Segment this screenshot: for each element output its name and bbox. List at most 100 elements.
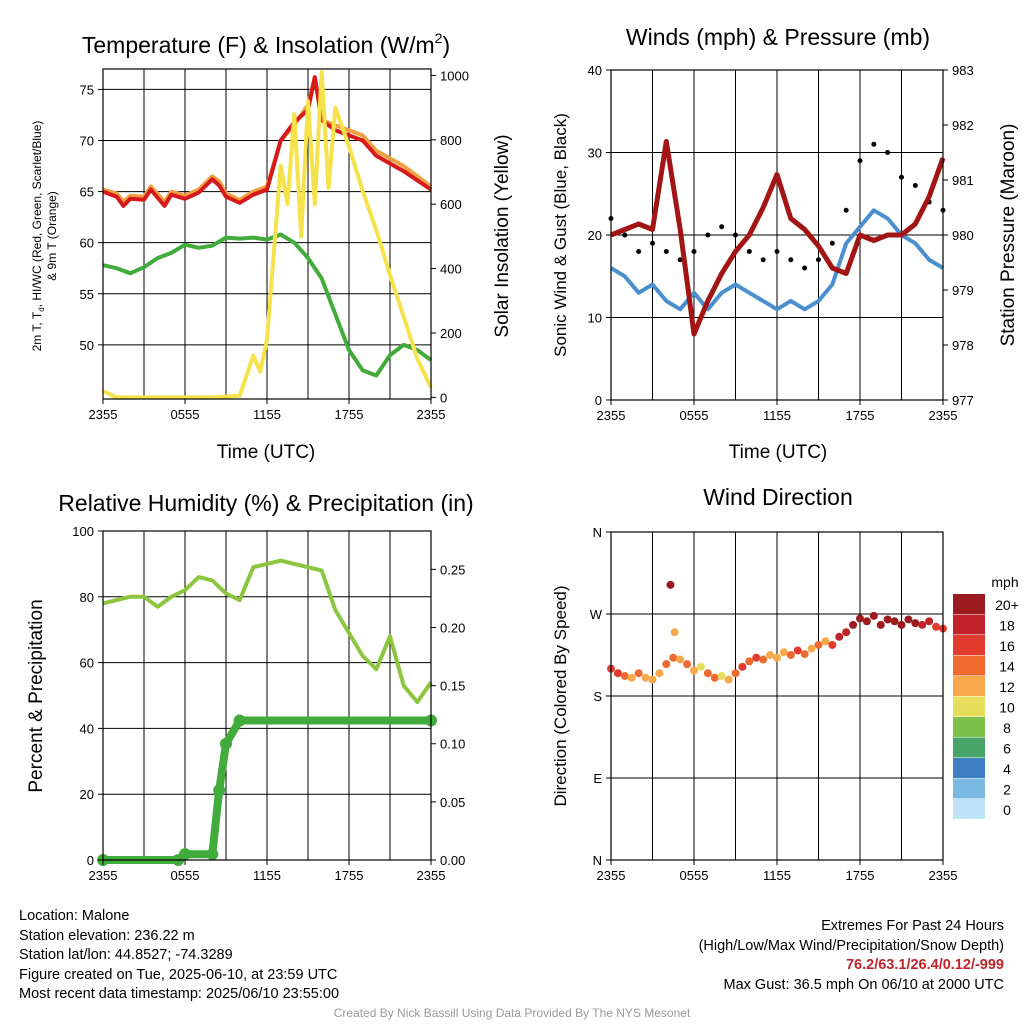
y-tick-label: N bbox=[593, 853, 602, 868]
y-tick-label: 20 bbox=[80, 787, 94, 802]
series-point bbox=[802, 265, 808, 271]
temperature-ylabel-line2: & 9m T (Orange) bbox=[45, 191, 59, 281]
direction-point bbox=[683, 660, 692, 669]
panel-1: 2355 0555 1155 1755 2355 50 55 60 65 70 75 0 200 400 6… bbox=[80, 68, 469, 422]
direction-point bbox=[814, 640, 823, 649]
series-point bbox=[677, 257, 683, 263]
direction-point bbox=[627, 673, 636, 682]
x-tick-label: 1755 bbox=[335, 407, 364, 422]
x-tick-label: 2355 bbox=[89, 868, 118, 883]
direction-point bbox=[669, 653, 678, 662]
direction-point bbox=[828, 640, 837, 649]
direction-point bbox=[890, 617, 899, 626]
y-tick-label: 50 bbox=[80, 338, 94, 353]
series-point bbox=[788, 257, 794, 263]
series-point bbox=[691, 249, 697, 254]
legend-swatch bbox=[953, 758, 985, 778]
y2-tick-label: 978 bbox=[952, 338, 974, 353]
y2-tick-label: 200 bbox=[440, 326, 462, 341]
direction-point bbox=[752, 653, 761, 662]
direction-point bbox=[641, 673, 650, 682]
direction-point bbox=[670, 628, 679, 637]
series-point bbox=[650, 240, 655, 246]
y2-tick-label: 0.00 bbox=[440, 853, 465, 868]
direction-point bbox=[676, 655, 685, 664]
y2-tick-label: 400 bbox=[440, 262, 462, 277]
direction-point bbox=[703, 669, 712, 678]
direction-point bbox=[738, 662, 747, 671]
direction-point bbox=[731, 669, 740, 678]
direction-point bbox=[849, 620, 858, 629]
direction-point bbox=[717, 671, 726, 680]
direction-point bbox=[842, 628, 851, 637]
direction-point bbox=[773, 653, 781, 662]
series-point bbox=[774, 249, 780, 254]
direction-point bbox=[904, 615, 913, 624]
direction-title: Wind Direction bbox=[703, 484, 853, 510]
direction-point bbox=[759, 655, 768, 664]
legend-label: 16 bbox=[999, 638, 1015, 654]
y-tick-label: 65 bbox=[80, 185, 94, 200]
y-tick-label: 60 bbox=[80, 236, 94, 251]
y-tick-label: 0 bbox=[87, 853, 94, 868]
series-point bbox=[843, 207, 849, 213]
legend-label: 14 bbox=[999, 659, 1015, 675]
temperature-ylabel-right: Solar Insolation (Yellow) bbox=[492, 134, 513, 337]
legend-label: 8 bbox=[1003, 720, 1011, 736]
latlon-text: Station lat/lon: 44.8527; -74.3289 bbox=[19, 947, 233, 963]
y2-tick-label: 983 bbox=[952, 63, 974, 78]
y-tick-label: 55 bbox=[80, 287, 94, 302]
y2-tick-label: 0.10 bbox=[440, 737, 465, 752]
series-point bbox=[220, 737, 232, 750]
extremes-legend: (High/Low/Max Wind/Precipitation/Snow De… bbox=[698, 937, 1004, 954]
x-tick-label: 2355 bbox=[929, 868, 958, 883]
legend-title: mph bbox=[991, 574, 1018, 590]
y-tick-label: 100 bbox=[72, 524, 94, 539]
extremes-info: Extremes For Past 24 Hours (High/Low/Max… bbox=[699, 917, 1004, 995]
y2-tick-label: 0.25 bbox=[440, 562, 465, 577]
series-point bbox=[663, 249, 669, 254]
direction-point bbox=[862, 617, 871, 626]
direction-point bbox=[932, 622, 941, 631]
direction-point bbox=[779, 648, 788, 657]
y2-tick-label: 0.05 bbox=[440, 795, 465, 810]
direction-point bbox=[821, 637, 830, 646]
direction-point bbox=[634, 669, 643, 678]
x-tick-label: 1755 bbox=[335, 868, 364, 883]
series-point bbox=[719, 224, 725, 230]
legend-label: 6 bbox=[1003, 741, 1011, 757]
legend-swatch bbox=[953, 594, 985, 614]
series-line-1 bbox=[609, 208, 945, 312]
speed-legend: mph 20+ 18 16 14 12 10 8 6 4 2 0 bbox=[953, 574, 1019, 819]
y2-tick-label: 1000 bbox=[440, 68, 469, 83]
direction-point bbox=[662, 660, 671, 669]
legend-swatch bbox=[953, 717, 985, 737]
y2-tick-label: 980 bbox=[952, 228, 974, 243]
extremes-values: 76.2/63.1/26.4/0.12/-999 bbox=[845, 957, 1004, 973]
direction-point bbox=[883, 615, 892, 624]
series-point bbox=[899, 174, 904, 180]
direction-point bbox=[655, 669, 664, 678]
direction-point bbox=[876, 620, 885, 629]
x-tick-label: 0555 bbox=[171, 868, 200, 883]
x-tick-label: 2355 bbox=[417, 868, 446, 883]
series-point bbox=[622, 232, 628, 238]
direction-point bbox=[690, 666, 698, 675]
y2-tick-label: 800 bbox=[440, 133, 462, 148]
legend-label: 10 bbox=[999, 700, 1015, 716]
y-tick-label: 40 bbox=[80, 721, 94, 736]
series-point bbox=[857, 158, 863, 164]
legend-label: 18 bbox=[999, 618, 1015, 634]
x-tick-label: 1755 bbox=[846, 408, 875, 423]
legend-label: 4 bbox=[1003, 761, 1011, 777]
temperature-ylabel: 2m T, Td, HI/WC (Red, Green, Scarlet/Blu… bbox=[30, 121, 46, 352]
direction-point bbox=[648, 675, 657, 684]
x-tick-label: 1155 bbox=[763, 408, 791, 423]
direction-point bbox=[696, 662, 705, 671]
panel-3: 2355 0555 1155 1755 23550204060801000.000.05… bbox=[72, 524, 465, 883]
humidity-title: Relative Humidity (%) & Precipitation (i… bbox=[58, 490, 473, 516]
legend-swatch bbox=[953, 696, 985, 717]
direction-point bbox=[856, 614, 864, 623]
x-tick-label: 2355 bbox=[597, 408, 626, 423]
